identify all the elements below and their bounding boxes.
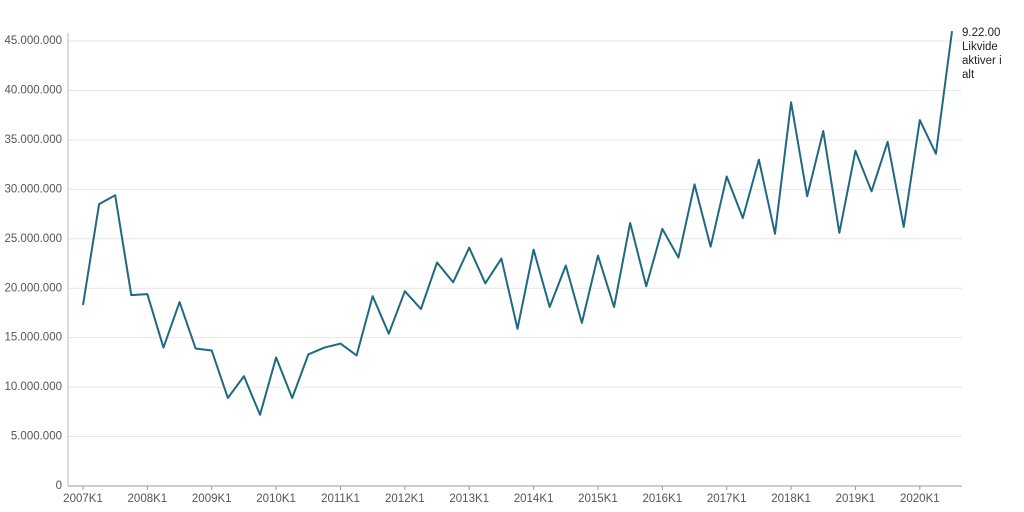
x-tick-label: 2013K1: [449, 493, 489, 505]
x-tick-label: 2009K1: [192, 493, 232, 505]
x-tick-label: 2012K1: [385, 493, 425, 505]
y-tick-label: 0: [56, 480, 62, 492]
y-tick-label: 15.000.000: [4, 332, 62, 344]
y-tick-label: 10.000.000: [4, 381, 62, 393]
y-tick-label: 30.000.000: [4, 183, 62, 195]
series-label: 9.22.00 Likvide aktiver i alt: [962, 27, 1002, 81]
y-tick-label: 45.000.000: [4, 35, 62, 47]
y-tick-label: 25.000.000: [4, 233, 62, 245]
x-tick-label: 2018K1: [771, 493, 811, 505]
y-tick-label: 35.000.000: [4, 134, 62, 146]
x-tick-label: 2007K1: [63, 493, 103, 505]
y-tick-label: 20.000.000: [4, 282, 62, 294]
x-tick-label: 2008K1: [128, 493, 168, 505]
x-tick-label: 2015K1: [578, 493, 618, 505]
x-tick-label: 2010K1: [256, 493, 296, 505]
y-tick-label: 5.000.000: [11, 431, 62, 443]
x-tick-label: 2011K1: [321, 493, 360, 505]
y-tick-label: 40.000.000: [4, 84, 62, 96]
line: [82, 30, 953, 416]
x-tick-label: 2017K1: [707, 493, 747, 505]
x-tick-label: 2014K1: [514, 493, 554, 505]
x-tick-label: 2016K1: [643, 493, 683, 505]
x-tick-label: 2019K1: [836, 493, 876, 505]
x-tick-label: 2020K1: [900, 493, 940, 505]
